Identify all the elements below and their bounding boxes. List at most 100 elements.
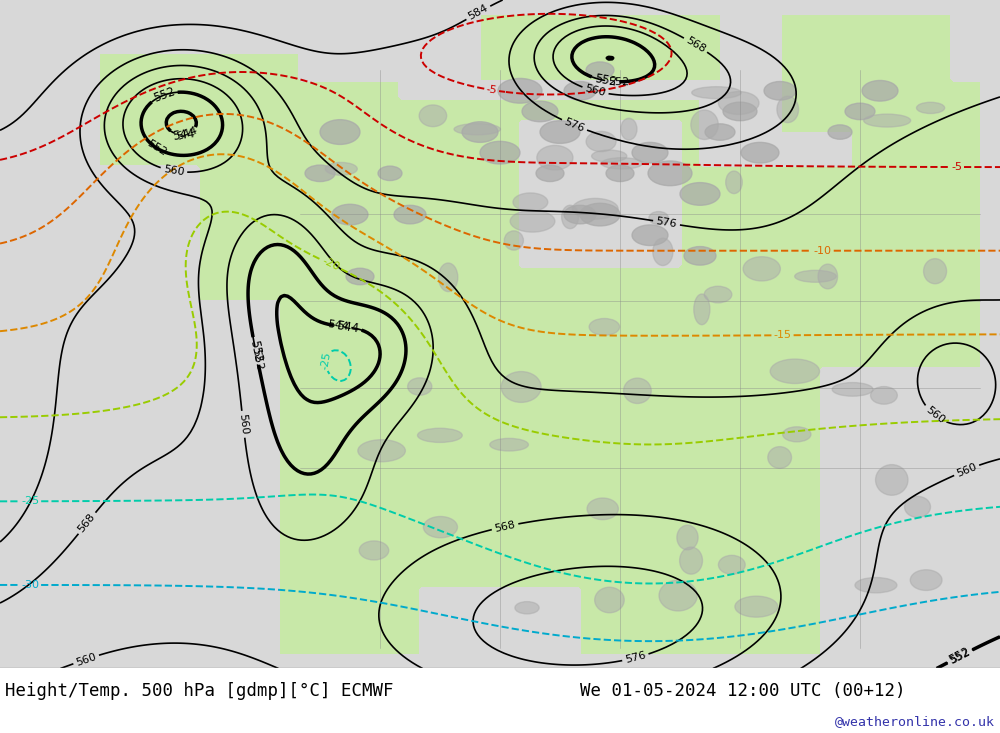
Ellipse shape — [595, 587, 624, 613]
Ellipse shape — [621, 118, 637, 140]
Text: 552: 552 — [146, 139, 169, 158]
Ellipse shape — [764, 81, 796, 100]
Text: -5: -5 — [951, 162, 962, 172]
Ellipse shape — [649, 212, 668, 224]
Ellipse shape — [832, 383, 873, 397]
Ellipse shape — [418, 428, 462, 443]
Text: 544: 544 — [327, 320, 349, 332]
Ellipse shape — [510, 210, 555, 232]
Ellipse shape — [845, 103, 875, 119]
Ellipse shape — [513, 193, 548, 211]
Text: 560: 560 — [163, 164, 185, 177]
Ellipse shape — [564, 81, 596, 100]
Text: -25: -25 — [21, 496, 39, 507]
Ellipse shape — [694, 294, 710, 325]
Ellipse shape — [910, 570, 942, 591]
Text: -30: -30 — [21, 580, 39, 590]
Ellipse shape — [498, 78, 542, 103]
Text: -5: -5 — [485, 84, 498, 96]
Text: 552: 552 — [151, 85, 177, 105]
Text: 576: 576 — [655, 216, 678, 229]
Text: 552: 552 — [251, 349, 265, 372]
Ellipse shape — [606, 165, 634, 182]
Text: 552: 552 — [948, 647, 972, 666]
Text: 568: 568 — [76, 512, 97, 534]
Text: 552: 552 — [247, 339, 264, 364]
Ellipse shape — [490, 438, 528, 451]
Text: 576: 576 — [624, 650, 647, 665]
Ellipse shape — [777, 96, 799, 122]
Ellipse shape — [358, 440, 405, 462]
Ellipse shape — [677, 525, 698, 550]
Ellipse shape — [704, 287, 732, 303]
Ellipse shape — [692, 86, 741, 99]
Ellipse shape — [862, 81, 898, 101]
Ellipse shape — [419, 105, 447, 127]
Ellipse shape — [346, 268, 374, 284]
Ellipse shape — [624, 378, 651, 403]
Text: Height/Temp. 500 hPa [gdmp][°C] ECMWF: Height/Temp. 500 hPa [gdmp][°C] ECMWF — [5, 682, 394, 700]
Ellipse shape — [332, 205, 368, 225]
Ellipse shape — [659, 580, 697, 611]
Ellipse shape — [522, 101, 558, 122]
Ellipse shape — [592, 150, 627, 162]
Ellipse shape — [795, 270, 836, 282]
Ellipse shape — [648, 161, 692, 185]
Ellipse shape — [408, 377, 432, 395]
Ellipse shape — [828, 125, 852, 139]
Ellipse shape — [325, 163, 357, 175]
Text: 552: 552 — [593, 73, 617, 89]
Text: 552: 552 — [947, 645, 973, 667]
Ellipse shape — [537, 145, 573, 170]
Ellipse shape — [876, 465, 908, 496]
Ellipse shape — [394, 205, 426, 224]
Text: 544: 544 — [336, 319, 360, 335]
Text: -15: -15 — [774, 331, 792, 340]
Ellipse shape — [632, 225, 668, 246]
Ellipse shape — [684, 246, 716, 265]
Ellipse shape — [735, 596, 778, 617]
Ellipse shape — [917, 103, 945, 114]
Ellipse shape — [504, 231, 523, 250]
Ellipse shape — [586, 62, 614, 78]
Ellipse shape — [691, 110, 718, 139]
Ellipse shape — [359, 541, 389, 560]
Ellipse shape — [768, 446, 792, 468]
Text: 560: 560 — [955, 462, 978, 479]
Text: 568: 568 — [684, 35, 707, 55]
Ellipse shape — [378, 166, 402, 180]
Text: -20: -20 — [321, 256, 341, 273]
Ellipse shape — [462, 122, 498, 142]
Text: -10: -10 — [814, 246, 832, 256]
Ellipse shape — [864, 114, 911, 127]
Text: 560: 560 — [923, 405, 946, 426]
Ellipse shape — [680, 547, 702, 574]
Ellipse shape — [653, 238, 673, 265]
Ellipse shape — [515, 602, 539, 614]
Ellipse shape — [680, 183, 720, 205]
Ellipse shape — [562, 205, 579, 229]
Ellipse shape — [905, 496, 930, 517]
Ellipse shape — [305, 165, 335, 182]
Ellipse shape — [855, 578, 897, 593]
Ellipse shape — [454, 124, 500, 135]
Ellipse shape — [536, 165, 564, 182]
Ellipse shape — [601, 158, 643, 169]
Ellipse shape — [924, 259, 947, 284]
Ellipse shape — [705, 124, 735, 140]
Text: 544: 544 — [172, 127, 196, 142]
Text: 576: 576 — [563, 117, 586, 134]
Text: 544: 544 — [176, 125, 199, 142]
Ellipse shape — [589, 319, 620, 335]
Text: We 01-05-2024 12:00 UTC (00+12): We 01-05-2024 12:00 UTC (00+12) — [580, 682, 906, 700]
Ellipse shape — [580, 203, 620, 226]
Text: 568: 568 — [494, 520, 516, 534]
Text: -25: -25 — [319, 350, 332, 370]
Text: 560: 560 — [584, 84, 607, 98]
Text: 560: 560 — [75, 651, 98, 668]
Ellipse shape — [743, 257, 780, 281]
Ellipse shape — [564, 205, 596, 224]
Ellipse shape — [572, 199, 618, 219]
Ellipse shape — [783, 427, 811, 442]
Ellipse shape — [501, 372, 541, 402]
